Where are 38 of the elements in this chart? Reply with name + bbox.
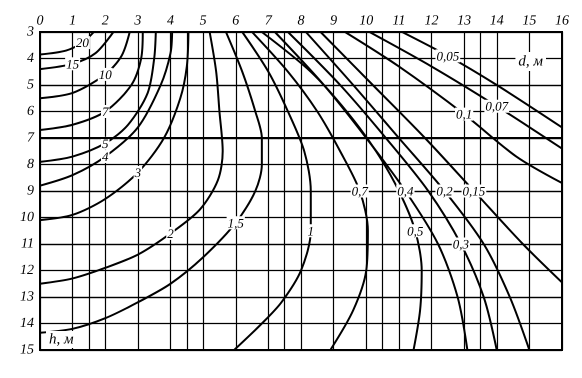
x-axis-title: d, м (518, 54, 544, 70)
y-tick-label: 10 (20, 210, 34, 225)
series-label: 10 (98, 66, 112, 82)
y-axis-title: h, м (49, 332, 74, 348)
y-tick-label: 6 (27, 104, 34, 119)
y-tick-label: 3 (26, 24, 34, 40)
x-tick-label: 11 (392, 14, 406, 28)
x-tick-label: 0 (36, 14, 44, 28)
x-tick-label: 4 (167, 14, 174, 28)
x-tick-label: 8 (298, 14, 304, 28)
x-tick-label: 10 (359, 14, 374, 28)
series-label: 1,5 (228, 215, 244, 230)
x-tick-label: 5 (200, 14, 207, 28)
series-label: 15 (66, 56, 80, 72)
y-tick-label: 9 (27, 184, 34, 198)
y-tick-label: 5 (27, 78, 34, 92)
x-tick-label: 3 (133, 14, 142, 28)
y-tick-label: 7 (27, 130, 35, 146)
x-tick-label: 15 (522, 14, 536, 28)
y-tick-label: 12 (20, 263, 34, 278)
y-tick-label: 4 (27, 51, 34, 66)
series-label: 0,5 (407, 223, 424, 238)
y-tick-label: 14 (20, 316, 34, 331)
series-label: 20 (76, 35, 90, 50)
x-tick-label: 16 (555, 14, 569, 28)
y-tick-label: 13 (20, 290, 34, 304)
y-tick-label: 8 (27, 157, 34, 172)
x-tick-label: 12 (424, 14, 438, 28)
x-tick-label: 6 (232, 14, 240, 28)
x-tick-label: 2 (102, 14, 109, 28)
x-tick-label: 7 (264, 14, 273, 28)
series-label: 0,1 (456, 106, 472, 122)
x-tick-label: 13 (457, 14, 472, 28)
x-tick-label: 14 (490, 14, 504, 28)
y-tick-label: 15 (20, 342, 34, 358)
y-tick-label: 11 (21, 236, 34, 252)
x-tick-label: 9 (330, 14, 338, 28)
x-tick-label: 1 (69, 14, 76, 28)
